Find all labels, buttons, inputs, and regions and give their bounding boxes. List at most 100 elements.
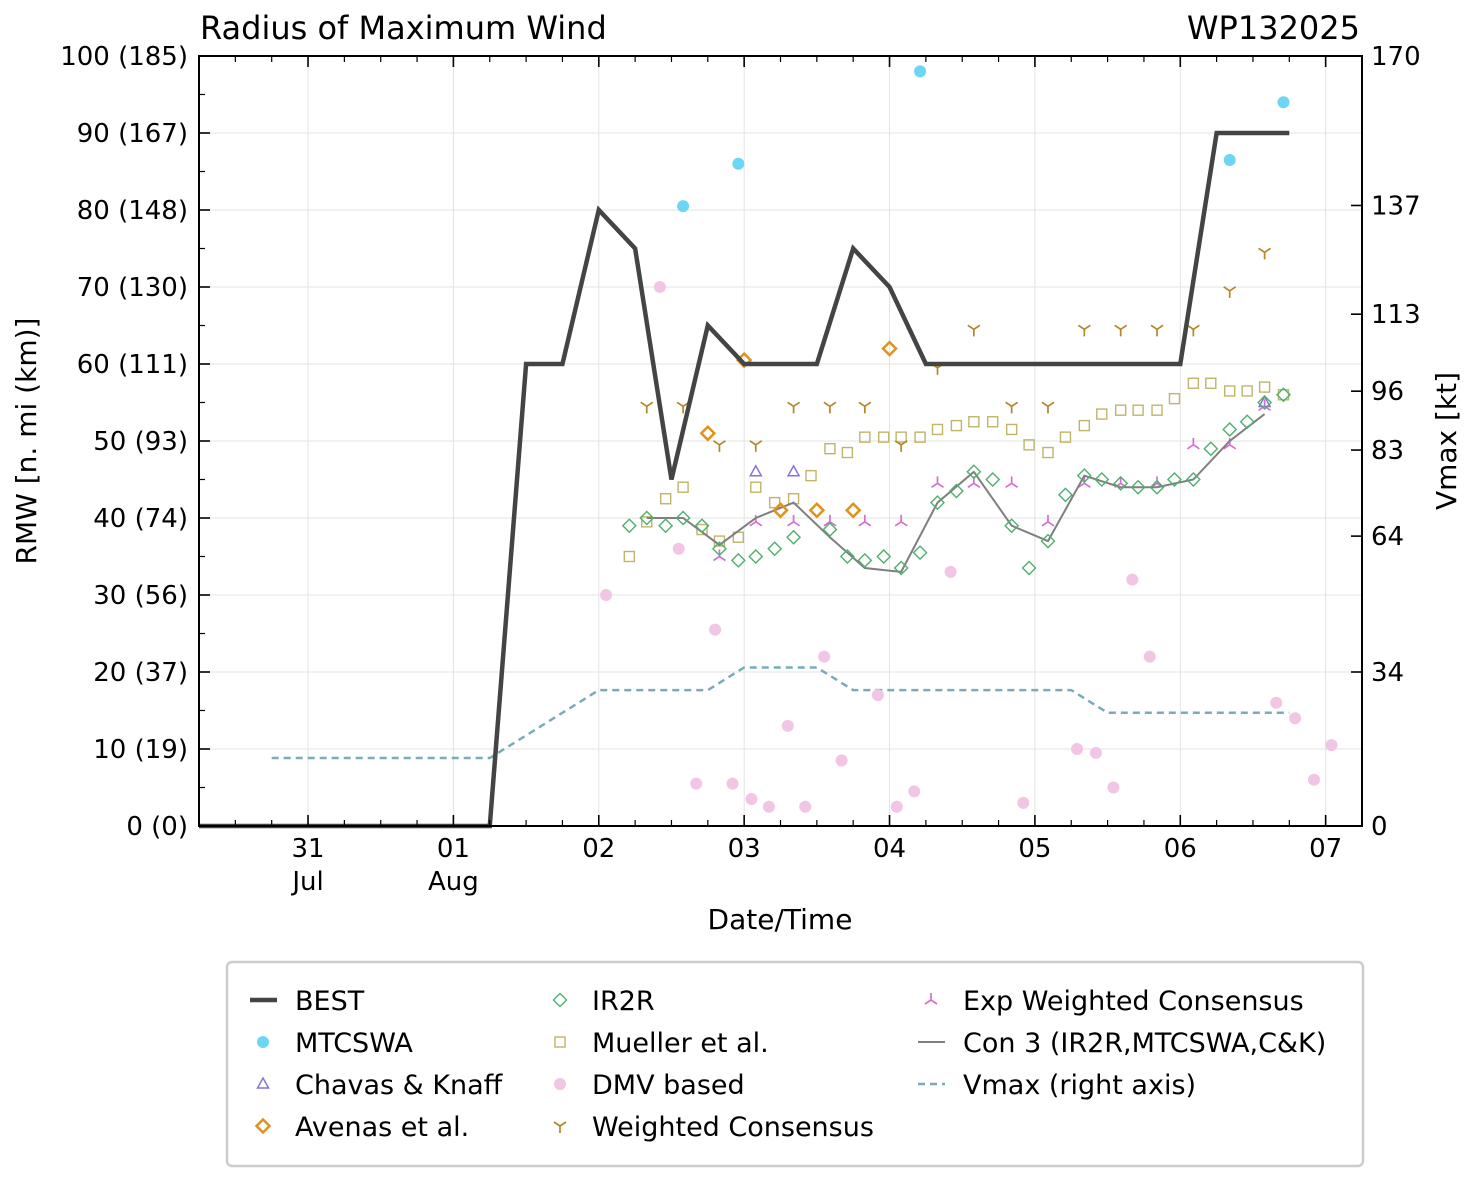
point-weighted-consensus bbox=[823, 401, 837, 414]
point-mueller-et-al bbox=[768, 496, 781, 509]
point-mueller-et-al bbox=[1277, 389, 1290, 401]
point-weighted-consensus bbox=[640, 401, 654, 414]
x-tick-label: 03 bbox=[728, 834, 761, 864]
point-mueller-et-al bbox=[1023, 439, 1035, 451]
y-tick-label: 60 (111) bbox=[77, 350, 188, 380]
legend-entry-mueller-et-al: Mueller et al. bbox=[554, 1028, 769, 1059]
legend-swatch bbox=[553, 1121, 567, 1133]
point-ir2r bbox=[1040, 533, 1056, 549]
point-ir2r bbox=[1004, 518, 1020, 534]
point-ir2r bbox=[1076, 468, 1092, 484]
point-mtcswa bbox=[677, 200, 690, 213]
point-ir2r bbox=[1113, 475, 1129, 491]
legend-label: DMV based bbox=[592, 1070, 745, 1101]
point-ir2r bbox=[912, 545, 928, 561]
point-dmv-based bbox=[781, 719, 794, 732]
point-weighted-consensus bbox=[967, 324, 981, 337]
point-ir2r bbox=[966, 464, 982, 480]
legend-swatch bbox=[924, 993, 938, 1005]
point-mueller-et-al bbox=[1078, 419, 1091, 432]
point-mtcswa bbox=[1223, 153, 1236, 166]
point-dmv-based bbox=[1143, 650, 1156, 663]
x-tick-label: 06 bbox=[1164, 834, 1197, 864]
point-ir2r bbox=[748, 549, 764, 564]
point-mueller-et-al bbox=[987, 416, 999, 428]
point-mueller-et-al bbox=[805, 469, 817, 482]
point-exp-weighted-consensus bbox=[858, 514, 872, 527]
point-dmv-based bbox=[762, 800, 775, 813]
y-axis-label: RMW [n. mi (km)] bbox=[10, 318, 43, 565]
point-exp-weighted-consensus bbox=[1041, 514, 1055, 527]
legend-swatch bbox=[257, 1036, 269, 1048]
point-dmv-based bbox=[1270, 696, 1283, 709]
legend-label: MTCSWA bbox=[295, 1028, 413, 1059]
y-tick-label: 90 (167) bbox=[77, 119, 188, 149]
legend: BEST MTCSWA Chavas & Knaff Avenas et al. IR2… bbox=[225, 960, 1365, 1168]
point-ir2r bbox=[694, 518, 710, 534]
point-dmv-based bbox=[745, 793, 758, 806]
point-mueller-et-al bbox=[1241, 385, 1253, 397]
point-dmv-based bbox=[835, 754, 848, 767]
point-weighted-consensus bbox=[712, 440, 726, 452]
point-mueller-et-al bbox=[750, 481, 762, 493]
point-exp-weighted-consensus bbox=[894, 514, 908, 527]
point-exp-weighted-consensus bbox=[1005, 476, 1019, 489]
x-tick-label: 07 bbox=[1309, 834, 1342, 864]
y2-tick-label: 64 bbox=[1371, 522, 1404, 552]
y-tick-label: 70 (130) bbox=[77, 273, 188, 303]
point-weighted-consensus bbox=[787, 401, 801, 414]
point-chavas-knaff bbox=[786, 464, 801, 477]
point-mueller-et-al bbox=[1258, 381, 1271, 393]
y2-axis-label: Vmax [kt] bbox=[1430, 372, 1463, 510]
legend-entry-weighted-consensus: Weighted Consensus bbox=[553, 1112, 874, 1143]
point-mueller-et-al bbox=[1187, 377, 1200, 389]
point-dmv-based bbox=[690, 777, 703, 790]
legend-label: Exp Weighted Consensus bbox=[963, 986, 1304, 1017]
point-weighted-consensus bbox=[1114, 324, 1128, 337]
legend-label: Weighted Consensus bbox=[592, 1112, 874, 1143]
x-tick-label: 04 bbox=[873, 834, 906, 864]
point-dmv-based bbox=[600, 589, 613, 601]
y2-tick-label: 83 bbox=[1371, 436, 1404, 466]
point-exp-weighted-consensus bbox=[787, 514, 801, 527]
point-mueller-et-al bbox=[1042, 446, 1054, 459]
point-mueller-et-al bbox=[824, 443, 836, 455]
series-con-3-ir2r-mtcswa-c-k bbox=[646, 413, 1266, 573]
line-con-3-ir2r-mtcswa-c-k bbox=[646, 413, 1266, 573]
point-ir2r bbox=[658, 518, 674, 534]
point-avenas-et-al bbox=[808, 502, 826, 519]
point-mueller-et-al bbox=[841, 446, 854, 459]
y2-tick-label: 113 bbox=[1371, 300, 1421, 330]
point-chavas-knaff bbox=[1257, 394, 1272, 408]
point-ir2r bbox=[1203, 441, 1219, 457]
legend-swatch bbox=[552, 992, 568, 1008]
point-ir2r bbox=[711, 541, 727, 557]
point-mueller-et-al bbox=[1151, 404, 1163, 416]
legend-label: Chavas & Knaff bbox=[295, 1070, 504, 1101]
point-ir2r bbox=[857, 552, 873, 568]
series-ir2r bbox=[621, 387, 1291, 576]
point-dmv-based bbox=[653, 281, 666, 293]
legend-entry-avenas-et-al: Avenas et al. bbox=[254, 1112, 469, 1143]
point-ir2r bbox=[876, 549, 892, 564]
point-ir2r bbox=[1185, 472, 1201, 487]
point-weighted-consensus bbox=[1150, 324, 1164, 337]
point-dmv-based bbox=[709, 623, 722, 636]
point-dmv-based bbox=[726, 777, 739, 790]
point-mueller-et-al bbox=[1005, 423, 1018, 436]
legend-frame bbox=[225, 960, 1365, 1168]
x-axis-label: Date/Time bbox=[708, 903, 853, 936]
y-tick-label: 100 (185) bbox=[60, 42, 188, 72]
point-avenas-et-al bbox=[881, 340, 898, 357]
legend-entry-mtcswa: MTCSWA bbox=[257, 1028, 413, 1059]
point-mueller-et-al bbox=[677, 481, 689, 493]
point-ir2r bbox=[1239, 414, 1255, 430]
x-tick-label: 31 bbox=[291, 834, 324, 864]
point-weighted-consensus bbox=[1077, 324, 1091, 337]
point-exp-weighted-consensus bbox=[1223, 437, 1237, 450]
y-tick-label: 80 (148) bbox=[77, 196, 188, 226]
y2-tick-label: 137 bbox=[1371, 191, 1421, 221]
point-weighted-consensus bbox=[894, 440, 908, 452]
point-ir2r bbox=[786, 529, 802, 545]
point-exp-weighted-consensus bbox=[823, 514, 837, 527]
